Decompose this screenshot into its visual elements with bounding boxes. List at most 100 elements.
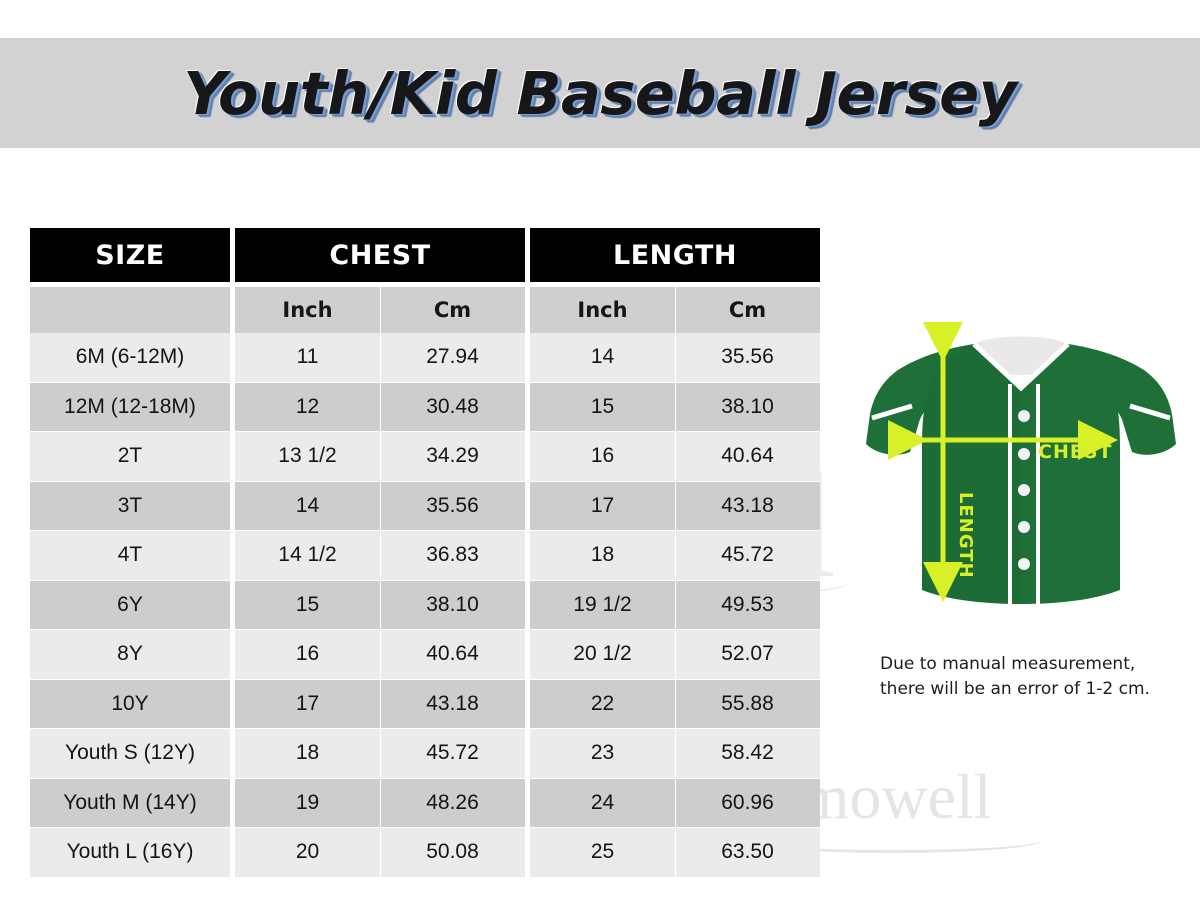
cell-gap-2 xyxy=(525,481,530,531)
jersey-button-4 xyxy=(1018,521,1030,533)
header-size: SIZE xyxy=(30,228,230,282)
header-length: LENGTH xyxy=(530,228,821,282)
cell-gap-2 xyxy=(525,728,530,778)
cell-chest-cm: 34.29 xyxy=(380,431,525,482)
cell-size: 3T xyxy=(30,481,230,531)
size-table: SIZE CHEST LENGTH Inch Cm Inch Cm xyxy=(30,228,821,878)
cell-chest-cm: 50.08 xyxy=(380,827,525,878)
cell-chest-cm: 35.56 xyxy=(380,481,525,531)
table-body: 6M (6-12M) 11 27.94 14 35.56 12M (12-18M) 12 30… xyxy=(30,333,821,878)
chest-label: CHEST xyxy=(1038,441,1112,463)
cell-length-inch: 19 1/2 xyxy=(530,580,675,630)
subheader-gap-1 xyxy=(230,287,235,333)
cell-chest-inch: 11 xyxy=(235,333,380,383)
table-row: 6M (6-12M) 11 27.94 14 35.56 xyxy=(30,333,821,383)
cell-chest-inch: 16 xyxy=(235,629,380,680)
cell-length-inch: 16 xyxy=(530,431,675,482)
cell-length-cm: 49.53 xyxy=(675,580,821,630)
jersey-illustration-svg: CHEST LENGTH xyxy=(866,322,1176,604)
table-row: 10Y 17 43.18 22 55.88 xyxy=(30,679,821,729)
cell-chest-cm: 48.26 xyxy=(380,778,525,828)
cell-length-cm: 43.18 xyxy=(675,481,821,531)
cell-length-cm: 52.07 xyxy=(675,629,821,680)
measurement-note-line-1: Due to manual measurement, xyxy=(880,654,1136,674)
cell-chest-cm: 27.94 xyxy=(380,333,525,383)
cell-chest-inch: 12 xyxy=(235,382,380,432)
cell-gap-2 xyxy=(525,530,530,580)
cell-gap-1 xyxy=(230,431,235,481)
cell-length-inch: 23 xyxy=(530,728,675,779)
cell-length-inch: 25 xyxy=(530,827,675,878)
cell-chest-inch: 14 xyxy=(235,481,380,531)
cell-chest-inch: 15 xyxy=(235,580,380,630)
cell-length-inch: 22 xyxy=(530,679,675,729)
table-row: Youth S (12Y) 18 45.72 23 58.42 xyxy=(30,728,821,779)
cell-gap-2 xyxy=(525,778,530,828)
cell-size: Youth S (12Y) xyxy=(30,728,230,779)
cell-length-cm: 40.64 xyxy=(675,431,821,482)
cell-length-cm: 35.56 xyxy=(675,333,821,383)
cell-gap-2 xyxy=(525,431,530,481)
cell-gap-1 xyxy=(230,728,235,778)
jersey-button-3 xyxy=(1018,484,1030,496)
cell-length-inch: 20 1/2 xyxy=(530,629,675,680)
title-banner xyxy=(0,38,1200,148)
subheader-length-inch: Inch xyxy=(530,287,675,333)
header-gap-1 xyxy=(230,228,235,282)
cell-gap-2 xyxy=(525,827,530,877)
cell-chest-cm: 30.48 xyxy=(380,382,525,432)
header-chest: CHEST xyxy=(235,228,525,282)
measurement-note: Due to manual measurement, there will be… xyxy=(880,652,1200,701)
jersey-button-1 xyxy=(1018,410,1030,422)
cell-chest-cm: 43.18 xyxy=(380,679,525,729)
cell-length-inch: 14 xyxy=(530,333,675,383)
table-row: 4T 14 1/2 36.83 18 45.72 xyxy=(30,530,821,581)
table-header-separator xyxy=(30,282,821,287)
cell-size: Youth M (14Y) xyxy=(30,778,230,828)
cell-gap-2 xyxy=(525,679,530,729)
table-row: 8Y 16 40.64 20 1/2 52.07 xyxy=(30,629,821,680)
cell-length-cm: 45.72 xyxy=(675,530,821,581)
cell-size: 2T xyxy=(30,431,230,482)
cell-gap-2 xyxy=(525,629,530,679)
cell-chest-inch: 19 xyxy=(235,778,380,828)
cell-size: 4T xyxy=(30,530,230,581)
jersey-right-cuff-stripe xyxy=(1129,403,1171,421)
cell-chest-cm: 40.64 xyxy=(380,629,525,680)
length-label: LENGTH xyxy=(955,492,976,579)
subheader-chest-inch: Inch xyxy=(235,287,380,333)
table-row: 12M (12-18M) 12 30.48 15 38.10 xyxy=(30,382,821,432)
table-row: Youth M (14Y) 19 48.26 24 60.96 xyxy=(30,778,821,828)
table-row: 6Y 15 38.10 19 1/2 49.53 xyxy=(30,580,821,630)
cell-gap-1 xyxy=(230,629,235,679)
cell-gap-1 xyxy=(230,382,235,432)
cell-size: 6M (6-12M) xyxy=(30,333,230,383)
cell-size: 10Y xyxy=(30,679,230,729)
cell-gap-1 xyxy=(230,827,235,877)
cell-length-inch: 24 xyxy=(530,778,675,828)
subheader-size xyxy=(30,287,230,333)
cell-gap-1 xyxy=(230,530,235,580)
jersey-body xyxy=(922,344,1120,604)
subheader-gap-2 xyxy=(525,287,530,333)
cell-chest-cm: 38.10 xyxy=(380,580,525,630)
cell-chest-inch: 17 xyxy=(235,679,380,729)
cell-gap-2 xyxy=(525,382,530,432)
cell-gap-2 xyxy=(525,580,530,630)
cell-size: 12M (12-18M) xyxy=(30,382,230,432)
jersey-button-5 xyxy=(1018,558,1030,570)
cell-length-cm: 38.10 xyxy=(675,382,821,432)
page-title: Youth/Kid Baseball Jersey xyxy=(183,58,1017,128)
cell-chest-inch: 20 xyxy=(235,827,380,878)
table-row: Youth L (16Y) 20 50.08 25 63.50 xyxy=(30,827,821,878)
table-group-header-row: SIZE CHEST LENGTH xyxy=(30,228,821,282)
table-row: 2T 13 1/2 34.29 16 40.64 xyxy=(30,431,821,482)
cell-chest-cm: 36.83 xyxy=(380,530,525,581)
table-head: SIZE CHEST LENGTH Inch Cm Inch Cm xyxy=(30,228,821,333)
cell-size: 6Y xyxy=(30,580,230,630)
size-table-container: SIZE CHEST LENGTH Inch Cm Inch Cm xyxy=(30,228,821,878)
cell-length-inch: 15 xyxy=(530,382,675,432)
cell-length-cm: 63.50 xyxy=(675,827,821,878)
cell-size: 8Y xyxy=(30,629,230,680)
